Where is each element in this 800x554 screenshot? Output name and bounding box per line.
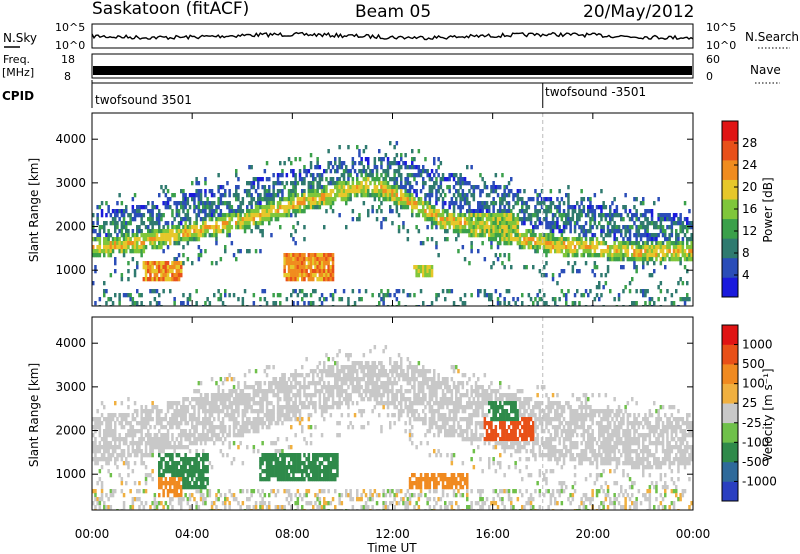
- nave-tick-top: 60: [706, 53, 720, 66]
- velocity-colorbar-label-tick: 25: [742, 396, 757, 410]
- cpid-segment-2: twofsound -3501: [545, 85, 646, 99]
- freq-tick-bottom: 8: [64, 70, 71, 83]
- beam-title: Beam 05: [355, 2, 431, 22]
- velocity-colorbar-swatch: [722, 481, 738, 502]
- nsearch-label: N.Search: [745, 30, 799, 44]
- station-title: Saskatoon (fitACF): [92, 0, 249, 19]
- nsearch-tick-bottom: 10^0: [706, 39, 736, 52]
- velocity-colorbar-label-tick: -1000: [742, 474, 777, 488]
- power-colorbar-swatch: [722, 218, 738, 239]
- nsky-tick-top: 10^5: [55, 21, 85, 34]
- velocity-colorbar-swatch: [722, 344, 738, 365]
- power-colorbar-label-tick: 8: [742, 246, 750, 260]
- velocity-ytick-label: 3000: [55, 380, 86, 394]
- freq-panel: Freq. [MHz] 18 8 60 0 Nave: [2, 53, 781, 84]
- power-colorbar-swatch: [722, 257, 738, 278]
- power-colorbar-swatch: [722, 121, 738, 141]
- velocity-colorbar-swatch: [722, 442, 738, 463]
- time-tick-label: 16:00: [475, 527, 510, 541]
- power-ylabel: Slant Range [km]: [27, 158, 41, 262]
- nave-label: Nave: [750, 63, 781, 77]
- velocity-colorbar-swatch: [722, 325, 738, 345]
- power-colorbar-label-tick: 16: [742, 202, 757, 216]
- velocity-colorbar-label-tick: 500: [742, 357, 765, 371]
- power-colorbar-swatch: [722, 140, 738, 161]
- velocity-colorbar-swatch: [722, 364, 738, 384]
- time-tick-label: 20:00: [576, 527, 611, 541]
- velocity-colorbar-label-tick: 100: [742, 377, 765, 391]
- nave-tick-bottom: 0: [706, 70, 713, 83]
- velocity-colorbar-swatch: [722, 383, 738, 404]
- velocity-ytick-label: 4000: [55, 336, 86, 350]
- power-colorbar-label-tick: 28: [742, 136, 757, 150]
- velocity-colorbar-label-tick: -100: [742, 435, 769, 449]
- power-colorbar-swatch: [722, 199, 738, 220]
- nsearch-tick-top: 10^5: [706, 21, 736, 34]
- nsky-trace: [91, 31, 694, 41]
- velocity-panel: 1000 2000 3000 4000 Slant Range [km] 1000 50…: [27, 316, 777, 511]
- velocity-colorbar-swatch: [722, 403, 738, 424]
- power-colorbar-swatch: [722, 238, 738, 259]
- power-ytick-label: 4000: [55, 132, 86, 146]
- power-colorbar-label-tick: 12: [742, 224, 757, 238]
- power-colorbar-swatch: [722, 160, 738, 180]
- time-tick-label: 00:00: [676, 527, 711, 541]
- power-colorbar-label: Power [dB]: [761, 177, 775, 242]
- power-ytick-label: 3000: [55, 176, 86, 190]
- power-panel: 1000 2000 3000 4000 Slant Range [km] 4 8 12 16…: [27, 112, 775, 307]
- freq-tick-top: 18: [61, 53, 75, 66]
- freq-trace: [93, 66, 692, 75]
- velocity-ylabel: Slant Range [km]: [27, 363, 41, 467]
- time-tick-label: 04:00: [175, 527, 210, 541]
- freq-label-1: Freq.: [3, 53, 30, 66]
- power-ytick-label: 1000: [55, 263, 86, 277]
- power-ytick-label: 2000: [55, 220, 86, 234]
- cpid-label: CPID: [2, 89, 34, 103]
- velocity-colorbar-label-tick: 1000: [742, 338, 773, 352]
- power-colorbar-label-tick: 24: [742, 158, 757, 172]
- velocity-colorbar-swatch: [722, 461, 738, 482]
- nsky-label: N.Sky: [3, 31, 37, 45]
- power-colorbar-label-tick: 4: [742, 268, 750, 282]
- date-title: 20/May/2012: [583, 2, 695, 22]
- cpid-row: CPID twofsound 3501 twofsound -3501: [2, 80, 693, 108]
- velocity-colorbar-label-tick: -500: [742, 455, 769, 469]
- nsky-panel: N.Sky 10^5 10^0 10^5 10^0 N.Search: [3, 21, 799, 52]
- nsky-tick-bottom: 10^0: [55, 39, 85, 52]
- velocity-colorbar-swatch: [722, 422, 738, 443]
- cpid-segment-1: twofsound 3501: [95, 93, 192, 107]
- time-tick-label: 12:00: [375, 527, 410, 541]
- velocity-colorbar-label: Velocity [m s⁻¹]: [761, 368, 775, 461]
- time-xlabel: Time UT: [366, 541, 417, 554]
- velocity-ytick-label: 1000: [55, 467, 86, 481]
- freq-label-2: [MHz]: [2, 66, 34, 79]
- power-colorbar-swatch: [722, 179, 738, 200]
- velocity-ytick-label: 2000: [55, 424, 86, 438]
- power-colorbar-label-tick: 20: [742, 180, 757, 194]
- power-colorbar-swatch: [722, 277, 738, 298]
- time-tick-label: 08:00: [275, 527, 310, 541]
- velocity-colorbar-label-tick: -25: [742, 416, 762, 430]
- time-tick-label: 00:00: [75, 527, 110, 541]
